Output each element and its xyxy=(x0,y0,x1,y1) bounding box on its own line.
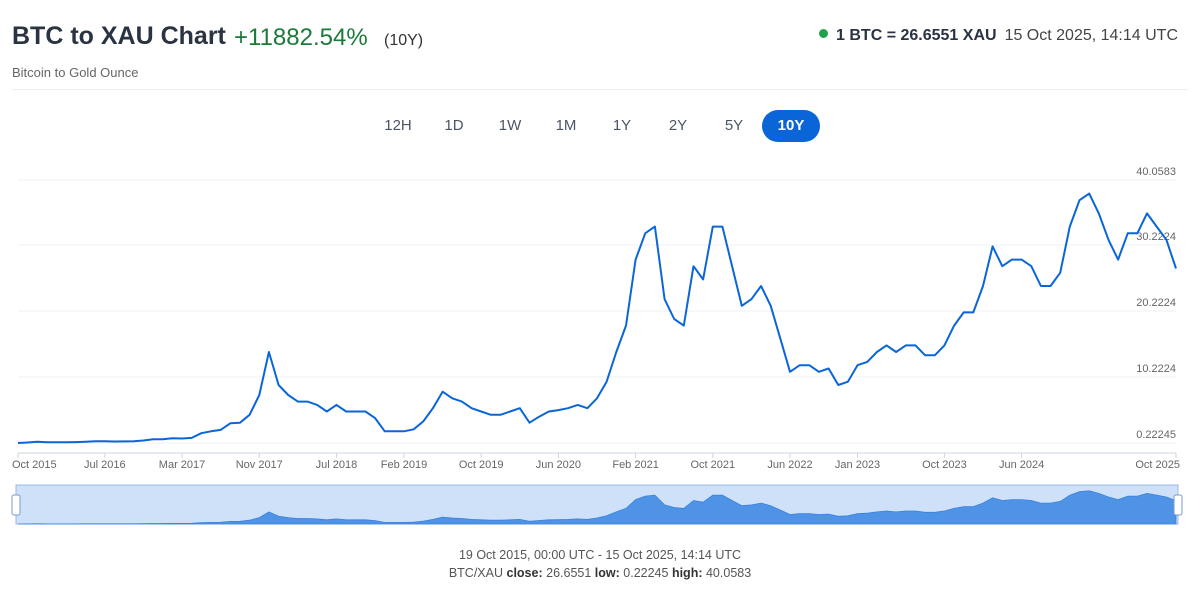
y-tick-label: 40.0583 xyxy=(1136,166,1176,178)
range-tab[interactable]: 1D xyxy=(444,117,464,134)
range-tab[interactable]: 2Y xyxy=(668,117,688,134)
title: BTC to XAU Chart xyxy=(12,22,226,50)
navigator-handle[interactable] xyxy=(11,494,21,516)
summary: BTC/XAU close: 26.6551 low: 0.22245 high… xyxy=(0,564,1200,582)
rate: 1 BTC = 26.6551 XAU xyxy=(836,27,997,44)
live-dot xyxy=(819,29,829,38)
x-tick-label: Jun 2024 xyxy=(999,459,1044,471)
divider xyxy=(12,89,1188,90)
x-tick-label: Jul 2018 xyxy=(316,459,358,471)
y-tick-label: 30.2224 xyxy=(1136,231,1176,243)
range-tab[interactable]: 1Y xyxy=(612,117,632,134)
rate-box: 1 BTC = 26.6551 XAU 15 Oct 2025, 14:14 UT… xyxy=(819,27,1178,45)
low-label: low: xyxy=(594,566,620,580)
navigator-handle[interactable] xyxy=(1173,494,1183,516)
x-tick-label: Mar 2017 xyxy=(159,459,205,471)
x-tick-label: Oct 2019 xyxy=(459,459,504,471)
x-tick-label: Oct 2015 xyxy=(12,459,57,471)
range-tab[interactable]: 10Y xyxy=(762,110,820,142)
navigator-area xyxy=(17,490,1177,525)
x-tick-label: Jan 2023 xyxy=(835,459,880,471)
low: 0.22245 xyxy=(623,566,669,580)
range-tabs: 12H 1D 1W 1M 1Y 2Y 5Y 10Y xyxy=(370,110,820,142)
y-tick-label: 20.2224 xyxy=(1136,297,1176,309)
range-tab[interactable]: 5Y xyxy=(724,117,744,134)
x-tick-label: Oct 2023 xyxy=(922,459,967,471)
close: 26.6551 xyxy=(546,566,592,580)
x-tick-label: Oct 2021 xyxy=(690,459,735,471)
range-tab[interactable]: 12H xyxy=(384,117,412,134)
x-tick-label: Feb 2019 xyxy=(381,459,427,471)
y-tick-label: 0.22245 xyxy=(1136,429,1176,441)
y-tick-label: 10.2224 xyxy=(1136,363,1176,375)
period: (10Y) xyxy=(384,32,424,49)
chart: 0.22245 10.2224 20.2224 30.2224 40.0583 Oct 2… xyxy=(11,166,1183,525)
subtitle: Bitcoin to Gold Ounce xyxy=(12,65,139,80)
x-tick-label: Jun 2022 xyxy=(767,459,812,471)
high: 40.0583 xyxy=(705,566,752,580)
change: +11882.54% xyxy=(234,24,368,51)
footer: 19 Oct 2015, 00:00 UTC - 15 Oct 2025, 14… xyxy=(0,546,1200,582)
x-tick-label: Jul 2016 xyxy=(84,459,126,471)
pair: BTC/XAU xyxy=(448,566,504,580)
x-tick-label: Oct 2025 xyxy=(1135,459,1180,471)
high-label: high: xyxy=(671,566,703,580)
range-tab[interactable]: 1W xyxy=(498,117,522,134)
price-line xyxy=(17,192,1177,444)
range-tab[interactable]: 1M xyxy=(555,117,577,134)
timestamp: 15 Oct 2025, 14:14 UTC xyxy=(1004,27,1178,44)
close-label: close: xyxy=(506,566,543,580)
x-tick-label: Jun 2020 xyxy=(536,459,581,471)
span: 19 Oct 2015, 00:00 UTC - 15 Oct 2025, 14… xyxy=(458,548,742,562)
x-tick-label: Feb 2021 xyxy=(612,459,658,471)
x-tick-label: Nov 2017 xyxy=(236,459,283,471)
